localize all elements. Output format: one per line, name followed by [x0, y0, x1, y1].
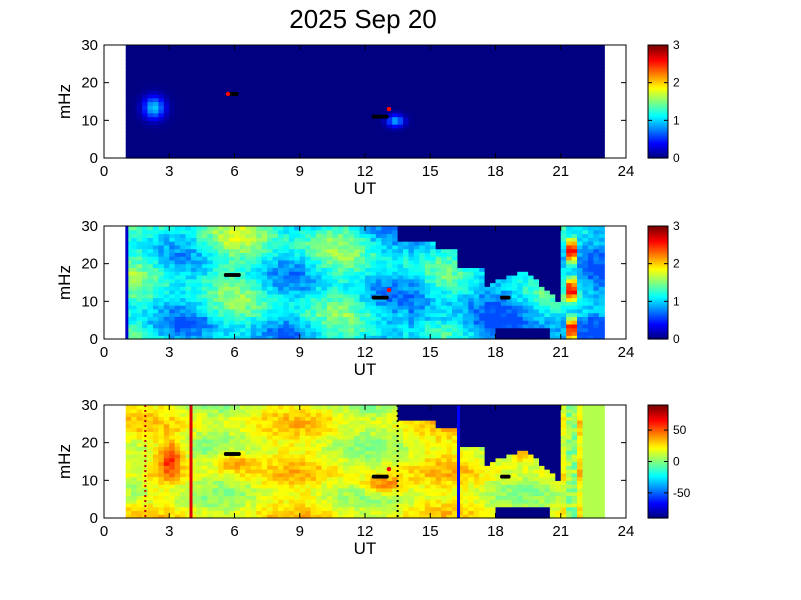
colorbar-tick-label: 0 — [673, 455, 680, 469]
x-tick-label: 6 — [230, 163, 238, 180]
x-tick-label: 9 — [296, 344, 304, 361]
marker-black — [236, 451, 241, 456]
heatmap-1 — [125, 45, 605, 159]
x-tick-label: 0 — [100, 344, 108, 361]
y-tick-label: 0 — [90, 510, 98, 527]
y-tick-label: 30 — [81, 37, 98, 54]
marker-black — [384, 474, 389, 479]
marker-black — [234, 91, 239, 96]
x-tick-label: 15 — [422, 344, 439, 361]
x-tick-label: 24 — [618, 344, 635, 361]
x-tick-label: 18 — [487, 344, 504, 361]
marker-black — [384, 114, 389, 119]
x-tick-label: 9 — [296, 163, 304, 180]
colorbar-tick-label: -50 — [673, 486, 691, 500]
colorbar-tick-label: 2 — [673, 76, 680, 90]
colorbar-tick-label: 0 — [673, 332, 680, 346]
colorbar-3: -50 0 50 — [647, 404, 691, 519]
y-tick-label: 20 — [81, 256, 98, 273]
x-tick-label: 24 — [618, 523, 635, 540]
y-tick-label: 10 — [81, 472, 98, 489]
colorbar-tick-label: 50 — [673, 423, 687, 437]
colorbar-tick-label: 2 — [673, 257, 680, 271]
x-tick-label: 3 — [165, 344, 173, 361]
x-tick-label: 24 — [618, 163, 635, 180]
marker-black — [506, 295, 511, 300]
x-tick-label: 18 — [487, 163, 504, 180]
x-tick-label: 12 — [357, 523, 374, 540]
x-tick-label: 21 — [552, 523, 569, 540]
colorbar-tick-label: 0 — [673, 151, 680, 165]
colorbar-tick-label: 1 — [673, 294, 680, 308]
marker-red — [386, 287, 392, 293]
y-tick-label: 30 — [81, 397, 98, 414]
colorbar-1: 0 1 2 3 — [647, 38, 680, 165]
x-tick-label: 0 — [100, 163, 108, 180]
y-tick-label: 0 — [90, 150, 98, 167]
y-tick-label: 20 — [81, 435, 98, 452]
x-axis-label: UT — [354, 360, 377, 379]
y-tick-label: 0 — [90, 331, 98, 348]
figure-title: 2025 Sep 20 — [289, 4, 436, 34]
y-axis-label: mHz — [55, 265, 74, 300]
heatmap-2 — [125, 226, 605, 340]
x-tick-label: 12 — [357, 344, 374, 361]
x-tick-label: 6 — [230, 523, 238, 540]
x-tick-label: 6 — [230, 344, 238, 361]
y-tick-label: 10 — [81, 112, 98, 129]
panel-3: 0 3 6 9 12 15 18 21 24 0 10 20 30 UT mHz -50 0 50 — [55, 397, 691, 558]
colorbar-tick-label: 3 — [673, 219, 680, 233]
x-tick-label: 3 — [165, 163, 173, 180]
colorbar-tick-label: 1 — [673, 113, 680, 127]
marker-red — [386, 106, 392, 112]
y-tick-label: 20 — [81, 75, 98, 92]
marker-red — [386, 466, 392, 472]
heatmap-3 — [125, 405, 605, 519]
x-tick-label: 18 — [487, 523, 504, 540]
x-axis-label: UT — [354, 539, 377, 558]
y-tick-label: 30 — [81, 218, 98, 235]
x-tick-label: 3 — [165, 523, 173, 540]
x-axis-label: UT — [354, 179, 377, 198]
colorbar-tick-label: 3 — [673, 38, 680, 52]
colorbar-2: 0 1 2 3 — [647, 219, 680, 346]
x-tick-label: 15 — [422, 523, 439, 540]
x-tick-label: 12 — [357, 163, 374, 180]
x-tick-label: 0 — [100, 523, 108, 540]
x-tick-label: 21 — [552, 344, 569, 361]
x-tick-label: 15 — [422, 163, 439, 180]
x-tick-label: 9 — [296, 523, 304, 540]
y-axis-label: mHz — [55, 84, 74, 119]
x-tick-label: 21 — [552, 163, 569, 180]
marker-red — [225, 91, 231, 97]
marker-black — [506, 474, 511, 479]
y-axis-label: mHz — [55, 444, 74, 479]
y-tick-label: 10 — [81, 293, 98, 310]
marker-black — [384, 295, 389, 300]
marker-black — [236, 272, 241, 277]
